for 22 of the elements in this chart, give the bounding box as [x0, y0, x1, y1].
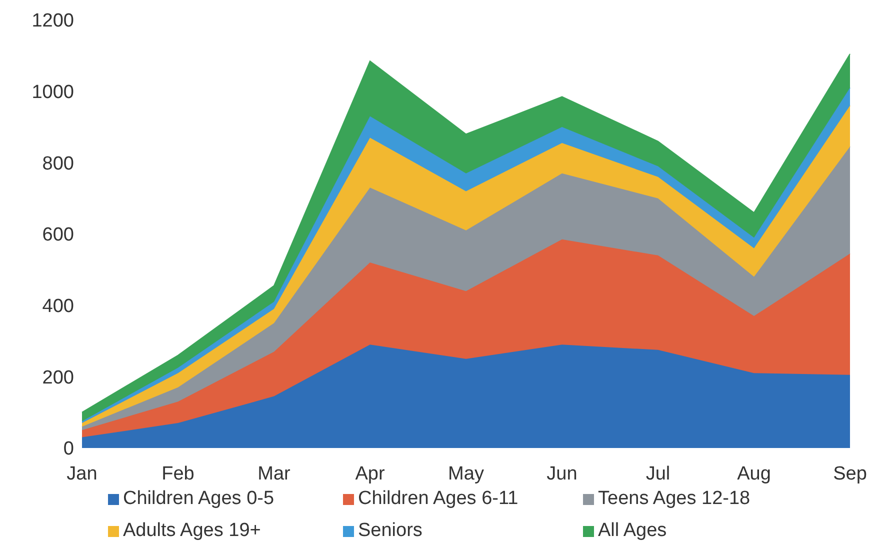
y-tick-label: 1000 [32, 82, 74, 104]
legend-label: Teens Ages 12-18 [598, 488, 750, 510]
x-tick-label: Mar [258, 463, 292, 484]
y-tick-label: 0 [63, 438, 74, 460]
x-tick-label: Jan [66, 463, 98, 484]
legend-label: Seniors [358, 520, 422, 542]
x-tick-label: Apr [355, 463, 386, 484]
x-tick-label: Sep [833, 463, 867, 484]
x-tick-label: Jul [646, 463, 670, 484]
y-tick-label: 1200 [32, 10, 74, 32]
x-tick-label: Aug [737, 463, 771, 484]
y-tick-label: 200 [42, 367, 74, 388]
x-tick-label: Jun [546, 463, 578, 484]
legend-label: All Ages [598, 520, 667, 542]
legend-label: Adults Ages 19+ [123, 520, 261, 542]
legend-label: Children Ages 6-11 [358, 488, 518, 510]
y-tick-label: 600 [42, 224, 74, 246]
y-tick-label: 800 [42, 153, 74, 174]
x-tick-label: Feb [162, 463, 194, 484]
y-tick-label: 400 [42, 296, 74, 318]
x-tick-label: May [448, 463, 484, 484]
legend-label: Children Ages 0-5 [123, 488, 274, 510]
